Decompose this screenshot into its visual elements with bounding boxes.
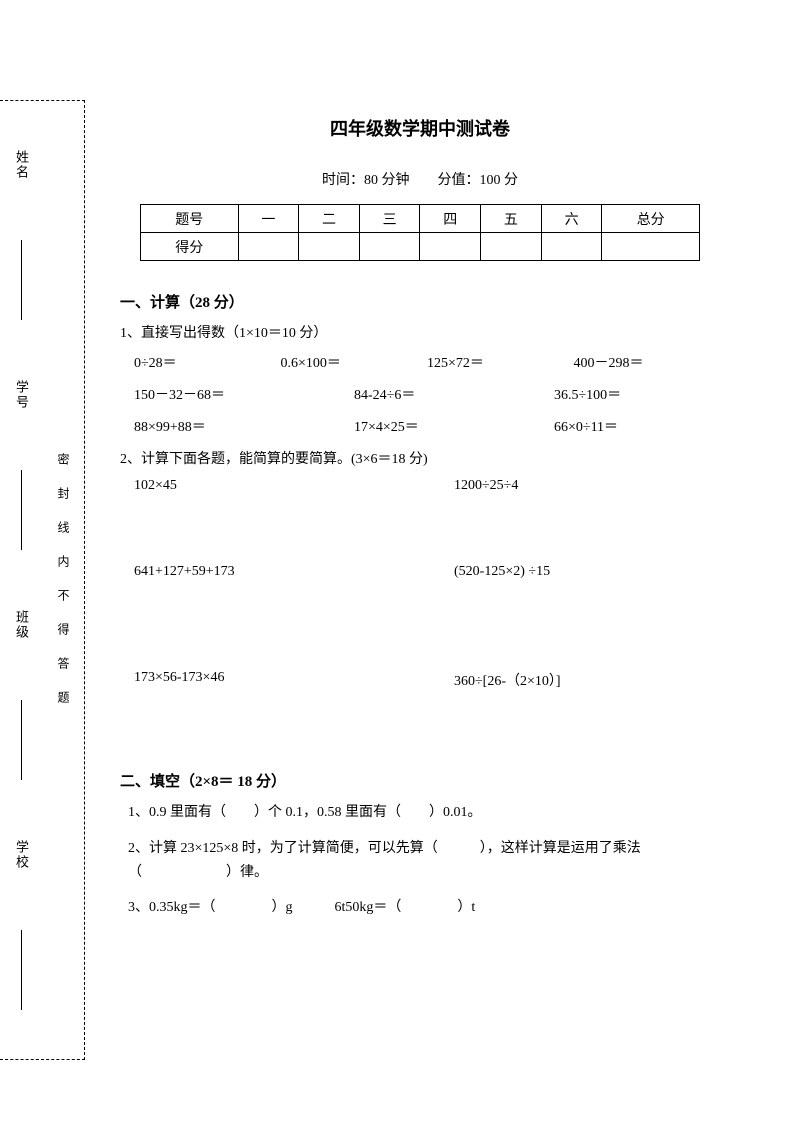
score-cell [238,233,299,261]
field-line [21,930,22,1010]
table-row: 得分 [141,233,700,261]
expression: 0÷28＝ [134,352,281,372]
score-cell [420,233,481,261]
binding-fields-column: 姓名 学号 班级 学校 [12,120,31,1040]
field-line [21,240,22,320]
expression: 173×56-173×46 [134,670,454,690]
score-cell [602,233,700,261]
exam-subtitle: 时间：80 分钟 分值：100 分 [120,169,720,189]
col-header: 六 [541,205,602,233]
fill-item: 3、0.35kg＝（ ）g 6t50kg＝（ ）t [128,896,720,920]
expression: 17×4×25＝ [354,416,554,436]
table-row: 题号 一 二 三 四 五 六 总分 [141,205,700,233]
binding-warning-column: 密 封 线 内 不 得 答 题 [55,120,72,1040]
expression: 102×45 [134,478,454,494]
col-header: 五 [481,205,542,233]
calc-pair: 173×56-173×46 360÷[26-（2×10）] [134,670,720,690]
problem-row: 150－32－68＝ 84-24÷6＝ 36.5÷100＝ [134,384,720,404]
row-label: 题号 [141,205,239,233]
expression: 641+127+59+173 [134,564,454,580]
expression: 66×0÷11＝ [554,416,720,436]
expression: 125×72＝ [427,352,574,372]
fill-item: 1、0.9 里面有（ ）个 0.1，0.58 里面有（ ）0.01。 [128,801,720,825]
field-school: 学校 [12,840,31,870]
expression: 36.5÷100＝ [554,384,720,404]
field-line [21,700,22,780]
field-line [21,470,22,550]
section1-sub1-label: 1、直接写出得数（1×10＝10 分） [120,322,720,342]
field-name: 姓名 [12,150,31,180]
row-label: 得分 [141,233,239,261]
score-cell [541,233,602,261]
score-table: 题号 一 二 三 四 五 六 总分 得分 [140,204,700,261]
seal-warning: 密 封 线 内 不 得 答 题 [55,453,72,707]
expression: 88×99+88＝ [134,416,354,436]
section2-heading: 二、填空（2×8＝ 18 分） [120,770,720,791]
binding-labels-area: 姓名 学号 班级 学校 密 封 线 内 不 得 答 题 [12,120,72,1040]
expression: 360÷[26-（2×10）] [454,670,720,690]
score-cell [359,233,420,261]
expression: (520-125×2) ÷15 [454,564,720,580]
expression: 150－32－68＝ [134,384,354,404]
col-header: 四 [420,205,481,233]
exam-content: 四年级数学期中测试卷 时间：80 分钟 分值：100 分 题号 一 二 三 四 … [120,115,720,932]
col-header: 三 [359,205,420,233]
expression: 1200÷25÷4 [454,478,720,494]
field-id: 学号 [12,380,31,410]
score-cell [299,233,360,261]
problem-row: 0÷28＝ 0.6×100＝ 125×72＝ 400－298＝ [134,352,720,372]
section1-sub2-label: 2、计算下面各题，能简算的要简算。(3×6＝18 分) [120,448,720,468]
exam-title: 四年级数学期中测试卷 [120,115,720,141]
calc-pair: 641+127+59+173 (520-125×2) ÷15 [134,564,720,580]
col-header: 二 [299,205,360,233]
expression: 84-24÷6＝ [354,384,554,404]
col-header: 一 [238,205,299,233]
fill-item: 2、计算 23×125×8 时，为了计算简便，可以先算（ ），这样计算是运用了乘… [128,837,720,885]
problem-row: 88×99+88＝ 17×4×25＝ 66×0÷11＝ [134,416,720,436]
section1-heading: 一、计算（28 分） [120,291,720,312]
expression: 400－298＝ [574,352,721,372]
field-class: 班级 [12,610,31,640]
col-header: 总分 [602,205,700,233]
score-cell [481,233,542,261]
calc-pair: 102×45 1200÷25÷4 [134,478,720,494]
expression: 0.6×100＝ [281,352,428,372]
